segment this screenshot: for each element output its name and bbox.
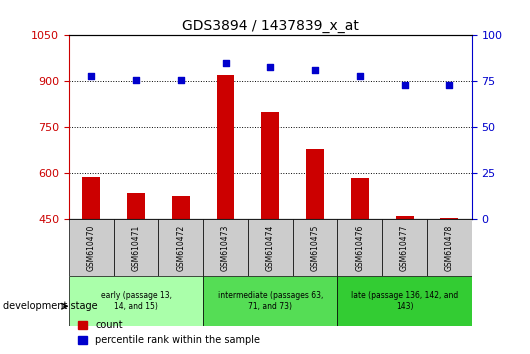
FancyBboxPatch shape	[382, 219, 427, 276]
FancyBboxPatch shape	[69, 219, 113, 276]
Text: intermediate (passages 63,
71, and 73): intermediate (passages 63, 71, and 73)	[218, 291, 323, 310]
Point	[87, 73, 95, 79]
Legend: count, percentile rank within the sample: count, percentile rank within the sample	[74, 316, 264, 349]
Text: early (passage 13,
14, and 15): early (passage 13, 14, and 15)	[101, 291, 172, 310]
Bar	[127, 193, 145, 219]
Point	[356, 73, 364, 79]
FancyBboxPatch shape	[293, 219, 338, 276]
Point	[445, 82, 454, 88]
Text: development stage: development stage	[3, 301, 98, 311]
FancyBboxPatch shape	[338, 276, 472, 326]
Point	[311, 68, 319, 73]
Bar	[395, 216, 413, 219]
FancyBboxPatch shape	[158, 219, 203, 276]
FancyBboxPatch shape	[338, 219, 382, 276]
FancyBboxPatch shape	[248, 219, 293, 276]
FancyBboxPatch shape	[113, 219, 158, 276]
Text: GSM610471: GSM610471	[131, 225, 140, 271]
Point	[222, 60, 230, 66]
Text: GSM610477: GSM610477	[400, 224, 409, 271]
FancyBboxPatch shape	[427, 219, 472, 276]
Bar	[306, 149, 324, 219]
FancyBboxPatch shape	[69, 276, 203, 326]
Point	[400, 82, 409, 88]
Bar	[351, 178, 369, 219]
Bar	[440, 218, 458, 219]
Text: GSM610474: GSM610474	[266, 224, 275, 271]
Text: GSM610476: GSM610476	[355, 224, 364, 271]
FancyBboxPatch shape	[203, 276, 338, 326]
FancyBboxPatch shape	[203, 219, 248, 276]
Point	[132, 77, 140, 82]
Text: GSM610472: GSM610472	[176, 225, 186, 271]
Bar	[217, 75, 234, 219]
Text: GSM610473: GSM610473	[221, 224, 230, 271]
Bar	[261, 112, 279, 219]
Text: GSM610470: GSM610470	[87, 224, 96, 271]
Bar	[172, 195, 190, 219]
Point	[266, 64, 275, 69]
Text: late (passage 136, 142, and
143): late (passage 136, 142, and 143)	[351, 291, 458, 310]
Text: GSM610475: GSM610475	[311, 224, 320, 271]
Bar	[82, 177, 100, 219]
Point	[176, 77, 185, 82]
Title: GDS3894 / 1437839_x_at: GDS3894 / 1437839_x_at	[182, 19, 359, 33]
Text: GSM610478: GSM610478	[445, 225, 454, 271]
